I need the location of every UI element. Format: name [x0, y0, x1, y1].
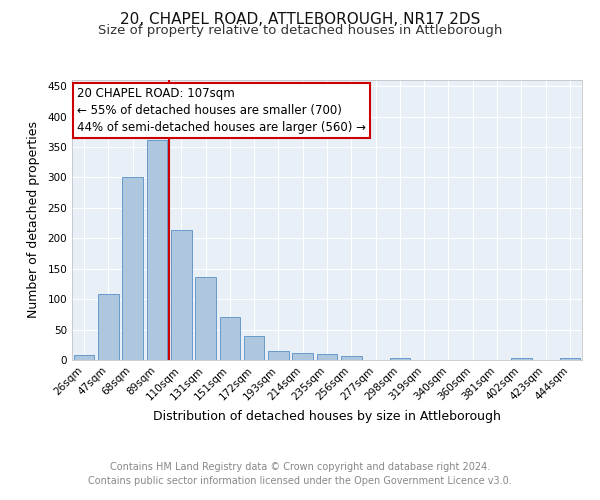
Text: Size of property relative to detached houses in Attleborough: Size of property relative to detached ho… — [98, 24, 502, 37]
Text: 20, CHAPEL ROAD, ATTLEBOROUGH, NR17 2DS: 20, CHAPEL ROAD, ATTLEBOROUGH, NR17 2DS — [120, 12, 480, 28]
Bar — [317, 354, 337, 360]
Text: Contains public sector information licensed under the Open Government Licence v3: Contains public sector information licen… — [88, 476, 512, 486]
Bar — [511, 358, 532, 360]
Bar — [122, 177, 143, 360]
Y-axis label: Number of detached properties: Number of detached properties — [28, 122, 40, 318]
Bar — [244, 336, 265, 360]
Bar — [560, 358, 580, 360]
X-axis label: Distribution of detached houses by size in Attleborough: Distribution of detached houses by size … — [153, 410, 501, 423]
Bar — [389, 358, 410, 360]
Bar — [292, 352, 313, 360]
Bar — [171, 230, 191, 360]
Text: 20 CHAPEL ROAD: 107sqm
← 55% of detached houses are smaller (700)
44% of semi-de: 20 CHAPEL ROAD: 107sqm ← 55% of detached… — [77, 87, 366, 134]
Bar — [341, 356, 362, 360]
Bar — [195, 276, 216, 360]
Bar — [98, 294, 119, 360]
Text: Contains HM Land Registry data © Crown copyright and database right 2024.: Contains HM Land Registry data © Crown c… — [110, 462, 490, 472]
Bar — [220, 318, 240, 360]
Bar — [74, 354, 94, 360]
Bar — [268, 351, 289, 360]
Bar — [146, 140, 167, 360]
